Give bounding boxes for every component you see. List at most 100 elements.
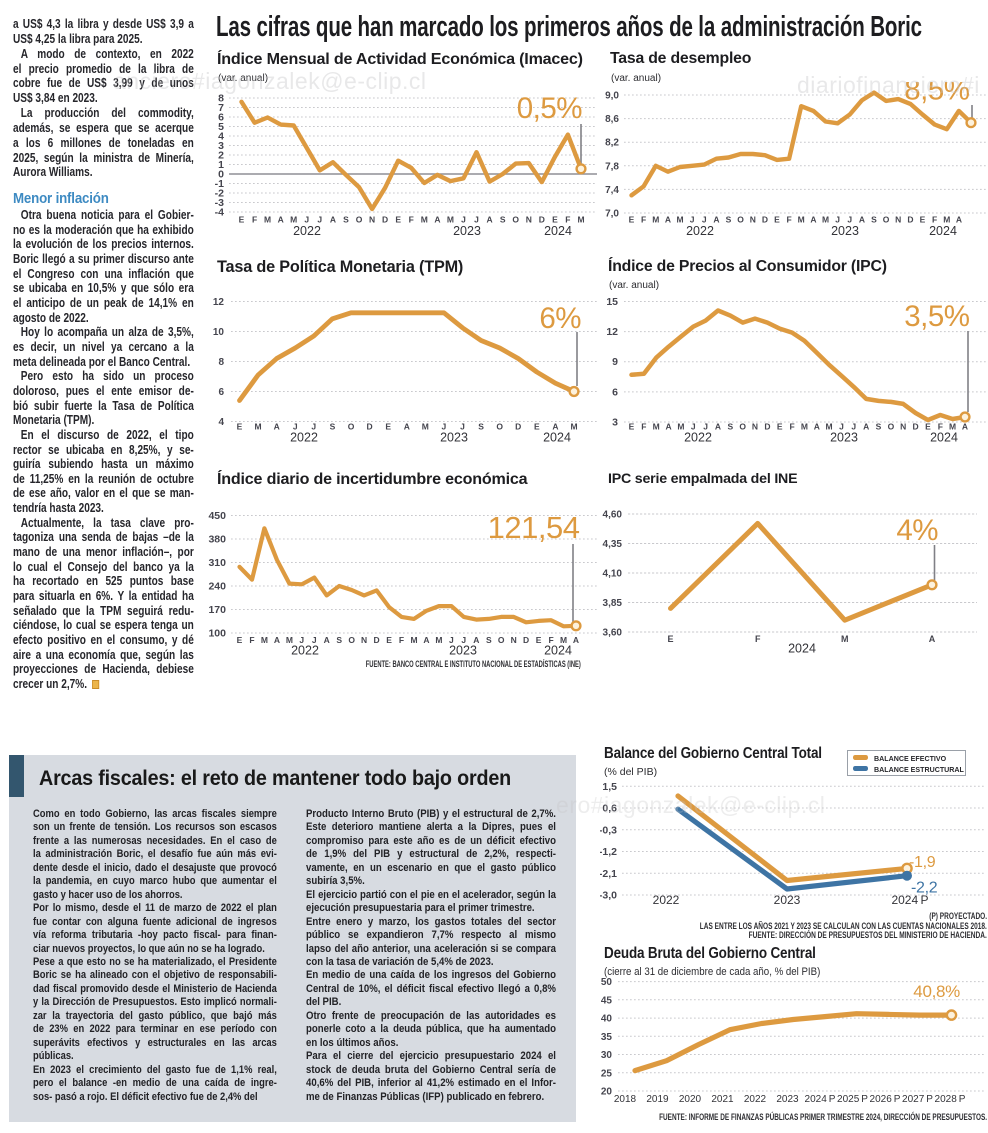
svg-text:J: J xyxy=(691,422,696,432)
svg-text:8,2: 8,2 xyxy=(605,138,619,149)
svg-text:-1,2: -1,2 xyxy=(600,846,617,858)
svg-text:2018: 2018 xyxy=(614,1094,637,1105)
svg-text:4%: 4% xyxy=(896,514,938,547)
svg-text:S: S xyxy=(871,215,877,225)
svg-text:3,85: 3,85 xyxy=(603,598,623,609)
svg-text:F: F xyxy=(932,215,937,225)
svg-text:2022: 2022 xyxy=(290,431,318,445)
svg-text:8: 8 xyxy=(218,357,224,368)
svg-text:2023: 2023 xyxy=(774,893,801,907)
svg-text:7,0: 7,0 xyxy=(605,209,619,220)
svg-text:2023: 2023 xyxy=(776,1094,799,1105)
svg-text:S: S xyxy=(478,422,484,432)
svg-text:-3: -3 xyxy=(215,197,224,209)
svg-text:O: O xyxy=(883,215,890,225)
svg-text:A: A xyxy=(434,215,440,225)
svg-text:A: A xyxy=(487,215,493,225)
svg-text:0: 0 xyxy=(218,169,224,181)
svg-text:E: E xyxy=(385,422,391,432)
svg-text:M: M xyxy=(949,422,956,432)
svg-text:170: 170 xyxy=(208,604,226,616)
svg-text:380: 380 xyxy=(208,534,226,546)
svg-text:A: A xyxy=(929,634,936,644)
svg-text:-2,2: -2,2 xyxy=(911,880,938,897)
svg-text:D: D xyxy=(515,422,521,432)
svg-text:S: S xyxy=(876,422,882,432)
svg-text:F: F xyxy=(786,215,791,225)
svg-text:A: A xyxy=(859,215,865,225)
svg-text:M: M xyxy=(286,635,293,645)
svg-text:J: J xyxy=(293,422,298,432)
svg-text:A: A xyxy=(552,422,558,432)
svg-text:J: J xyxy=(460,422,465,432)
svg-text:2023: 2023 xyxy=(831,224,859,238)
svg-text:5: 5 xyxy=(218,121,224,133)
svg-text:E: E xyxy=(536,635,542,645)
svg-text:E: E xyxy=(237,635,243,645)
svg-text:40,8%: 40,8% xyxy=(913,982,960,1001)
svg-text:E: E xyxy=(386,635,392,645)
svg-text:A: A xyxy=(274,422,280,432)
svg-text:2022: 2022 xyxy=(293,224,321,238)
svg-text:F: F xyxy=(565,215,570,225)
svg-text:A: A xyxy=(956,215,962,225)
svg-text:12: 12 xyxy=(213,297,225,308)
svg-text:N: N xyxy=(895,215,901,225)
svg-text:A: A xyxy=(666,422,672,432)
svg-text:S: S xyxy=(727,422,733,432)
svg-text:O: O xyxy=(739,422,746,432)
svg-text:M: M xyxy=(255,422,262,432)
svg-text:A: A xyxy=(423,635,429,645)
svg-text:2024: 2024 xyxy=(930,431,958,445)
svg-text:E: E xyxy=(925,422,931,432)
svg-text:7: 7 xyxy=(218,102,224,114)
svg-text:J: J xyxy=(847,215,852,225)
svg-text:F: F xyxy=(789,422,794,432)
svg-text:2022: 2022 xyxy=(744,1094,767,1105)
svg-text:9: 9 xyxy=(612,356,618,368)
svg-text:-2: -2 xyxy=(215,188,224,200)
svg-text:D: D xyxy=(523,635,529,645)
svg-text:9,0: 9,0 xyxy=(605,91,619,102)
svg-text:-4: -4 xyxy=(215,207,224,219)
svg-text:2024: 2024 xyxy=(929,224,957,238)
svg-text:O: O xyxy=(348,422,355,432)
svg-text:J: J xyxy=(702,215,707,225)
svg-text:F: F xyxy=(641,422,646,432)
svg-text:A: A xyxy=(278,215,284,225)
svg-text:J: J xyxy=(703,422,708,432)
svg-text:310: 310 xyxy=(208,557,226,569)
svg-text:2023: 2023 xyxy=(830,431,858,445)
svg-text:6%: 6% xyxy=(539,302,581,335)
svg-text:8: 8 xyxy=(218,93,224,105)
svg-text:D: D xyxy=(762,215,768,225)
svg-text:3: 3 xyxy=(612,417,618,429)
svg-text:D: D xyxy=(367,422,373,432)
svg-text:J: J xyxy=(442,422,447,432)
svg-text:-0,3: -0,3 xyxy=(600,824,617,836)
svg-text:25: 25 xyxy=(601,1068,613,1079)
svg-text:J: J xyxy=(461,215,466,225)
svg-text:J: J xyxy=(311,422,316,432)
svg-text:D: D xyxy=(539,215,545,225)
svg-text:E: E xyxy=(237,422,243,432)
svg-text:2028 P: 2028 P xyxy=(935,1094,966,1105)
svg-text:6: 6 xyxy=(218,112,224,124)
svg-text:M: M xyxy=(677,422,684,432)
svg-text:4: 4 xyxy=(218,417,224,428)
svg-text:J: J xyxy=(835,215,840,225)
svg-text:3,5%: 3,5% xyxy=(904,300,970,333)
svg-text:J: J xyxy=(304,215,309,225)
svg-text:7,8: 7,8 xyxy=(605,161,619,172)
svg-text:2024: 2024 xyxy=(544,224,572,238)
svg-text:240: 240 xyxy=(208,581,226,593)
svg-text:20: 20 xyxy=(601,1087,613,1098)
svg-text:12: 12 xyxy=(606,326,618,338)
svg-text:J: J xyxy=(474,215,479,225)
svg-text:O: O xyxy=(356,215,363,225)
svg-text:A: A xyxy=(863,422,869,432)
svg-text:F: F xyxy=(399,635,404,645)
svg-text:E: E xyxy=(667,634,673,644)
svg-text:O: O xyxy=(498,635,505,645)
svg-text:N: N xyxy=(526,215,532,225)
